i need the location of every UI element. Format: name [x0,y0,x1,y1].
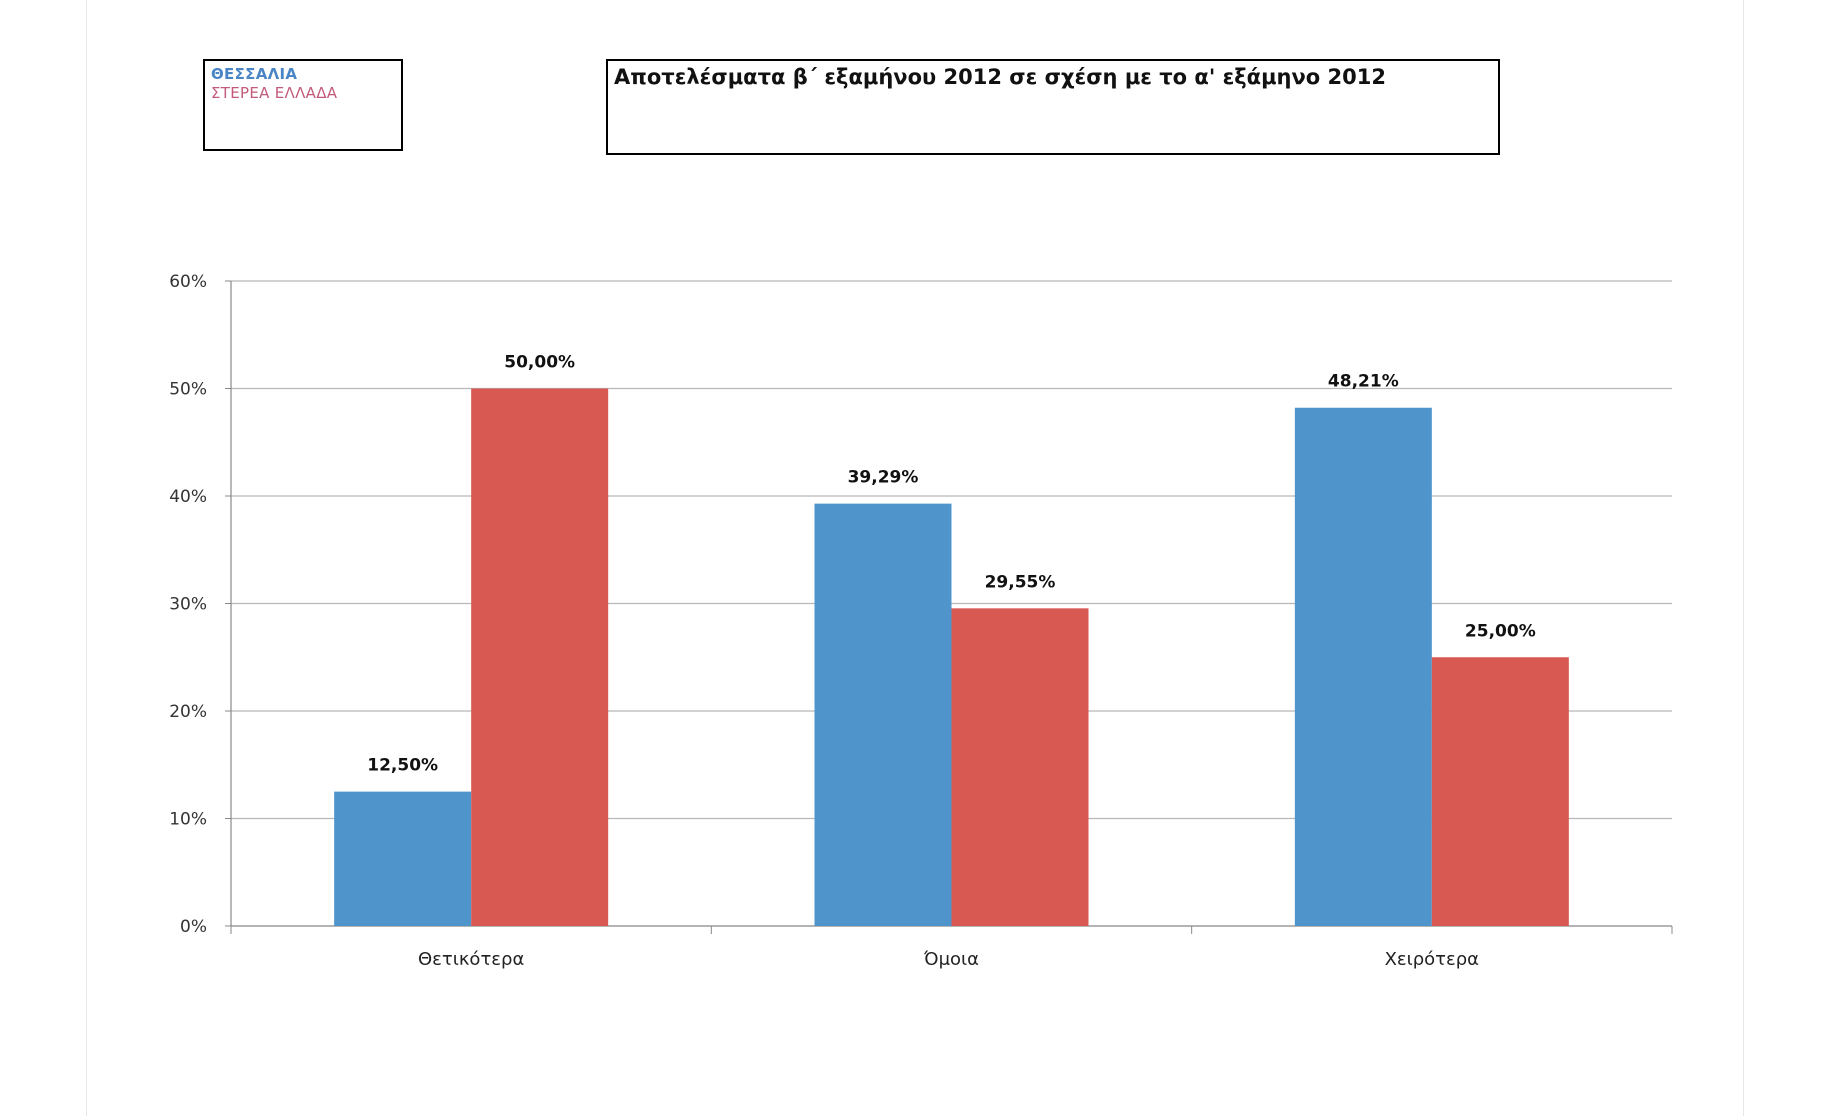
category-label: Όμοια [923,949,979,970]
category-label: Χειρότερα [1385,949,1479,970]
data-label: 48,21% [1328,372,1399,392]
legend: ΘΕΣΣΑΛΙΑ ΣΤΕΡΕΑ ΕΛΛΑΔΑ [203,59,403,151]
y-tick-label: 10% [169,810,207,830]
data-label: 12,50% [367,756,438,776]
y-tick-label: 40% [169,487,207,507]
y-tick-label: 50% [169,380,207,400]
y-tick-label: 60% [169,272,207,292]
bar-thessalia [814,503,952,926]
chart-title: Αποτελέσματα β΄ εξαμήνου 2012 σε σχέση μ… [614,65,1386,89]
y-tick-label: 30% [169,595,207,615]
bar-sterea-ellada [951,608,1089,926]
chart-title-box: Αποτελέσματα β΄ εξαμήνου 2012 σε σχέση μ… [606,59,1500,155]
category-label: Θετικότερα [418,949,524,970]
y-tick-label: 0% [180,917,207,937]
bar-sterea-ellada [471,388,609,926]
labels: 0% 10% 20% 30% 40% 50% 60% 12,50% 50,00% Θετικότε… [169,272,1536,970]
data-label: 29,55% [985,572,1056,592]
bar-thessalia [334,791,472,926]
bar-sterea-ellada [1431,657,1569,926]
legend-entry-sterea-ellada: ΣΤΕΡΕΑ ΕΛΛΑΔΑ [211,84,338,102]
y-tick-label: 20% [169,702,207,722]
legend-entry-thessalia: ΘΕΣΣΑΛΙΑ [211,65,298,83]
bars [334,388,1569,926]
bar-thessalia [1294,407,1432,926]
data-label: 39,29% [848,468,919,488]
data-label: 50,00% [504,353,575,373]
data-label: 25,00% [1465,621,1536,641]
